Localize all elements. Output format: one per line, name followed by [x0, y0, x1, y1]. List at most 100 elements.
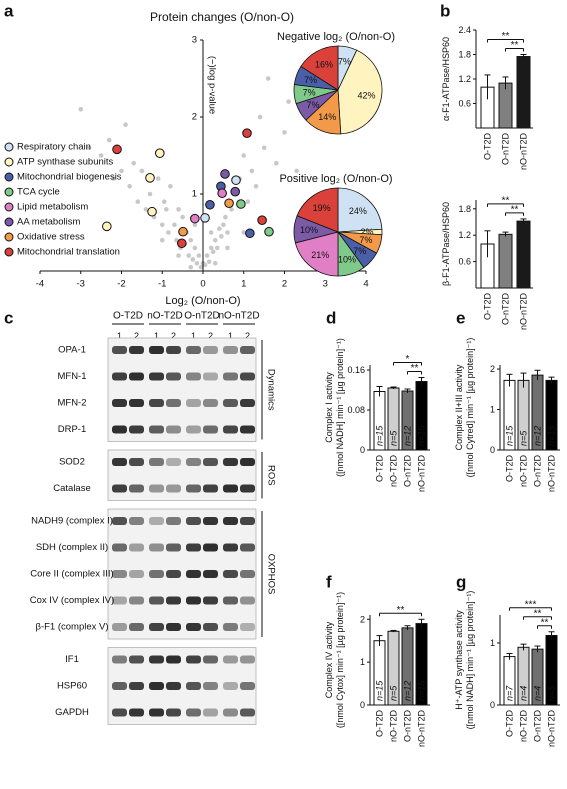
panel-letter: d — [326, 309, 336, 328]
blot-band — [112, 623, 127, 631]
data-point — [220, 169, 230, 179]
blot-band — [149, 655, 164, 664]
blot-band — [186, 399, 201, 407]
background-point — [212, 261, 218, 266]
legend-label: Lipid metabolism — [17, 202, 88, 213]
blot-band — [166, 458, 181, 466]
background-point — [119, 168, 124, 174]
background-point — [159, 237, 165, 243]
blot-band — [240, 655, 255, 664]
significance-label: ** — [511, 40, 519, 51]
blot-band — [223, 399, 238, 407]
x-tick-label: O-nT2D — [501, 293, 511, 326]
lane-label: 1 — [191, 331, 196, 341]
background-point — [192, 222, 198, 228]
blot-band — [149, 623, 164, 631]
x-tick-label: O-nT2D — [403, 455, 413, 488]
background-point — [221, 222, 226, 228]
row-label: NADH9 (complex I) — [31, 516, 113, 527]
x-tick-label: nO-T2D — [519, 710, 529, 743]
chart-title: Protein changes (O/non-O) — [150, 10, 294, 24]
blot-band — [186, 372, 201, 381]
pie-slice — [337, 187, 383, 233]
pie-title: Positive log₂ (O/non-O) — [279, 173, 392, 185]
legend-marker — [4, 142, 14, 152]
blot-band — [240, 372, 255, 381]
legend-marker — [4, 157, 14, 167]
panel-letter: c — [4, 309, 13, 328]
blot-band — [186, 484, 201, 493]
y-tick-label: 2.4 — [458, 25, 471, 35]
blot-band — [166, 399, 181, 407]
pie-slice — [294, 231, 339, 277]
blot-band — [166, 708, 181, 717]
pie-slice — [337, 49, 383, 135]
blot-band — [112, 655, 127, 664]
significance-label: ** — [502, 31, 510, 42]
slice-label: 19% — [313, 203, 331, 213]
slice-label: 7% — [304, 75, 317, 85]
n-label: n=15 — [417, 425, 427, 446]
background-point — [261, 145, 267, 151]
y-tick-label: 0 — [490, 445, 495, 455]
background-point — [194, 261, 200, 266]
group-label: O-nT2D — [184, 311, 220, 322]
x-tick-label: -3 — [77, 279, 85, 290]
blot-band — [129, 570, 144, 578]
background-point — [204, 253, 210, 258]
data-point — [245, 228, 255, 239]
blot-band — [203, 596, 218, 605]
blot-band — [186, 655, 201, 664]
y-tick-label: 1.2 — [458, 230, 471, 240]
row-label: IF1 — [65, 654, 79, 665]
blot-band — [240, 346, 255, 354]
n-label: n=4 — [533, 686, 543, 701]
panel-letter: b — [440, 2, 450, 21]
y-tick-label: 1.8 — [458, 204, 471, 214]
blot-band — [166, 655, 181, 664]
background-point — [225, 230, 230, 235]
background-point — [186, 253, 192, 258]
blot-band — [129, 623, 144, 631]
panel-letter: f — [326, 573, 332, 592]
blot-band — [240, 399, 255, 407]
x-tick-label: O-T2D — [505, 709, 515, 737]
x-tick-label: O-nT2D — [533, 710, 543, 743]
blot-band — [129, 655, 144, 664]
legend-label: AA metabolism — [17, 217, 80, 228]
group-label: nO-T2D — [147, 311, 183, 322]
background-point — [188, 264, 194, 270]
blot-band — [112, 543, 127, 552]
background-point — [274, 160, 279, 166]
background-point — [106, 137, 112, 143]
background-point — [135, 199, 141, 204]
blot-band — [112, 458, 127, 466]
blot-band — [186, 682, 201, 690]
significance-label: *** — [525, 599, 537, 610]
y-axis-label: β-F1-ATPase/HSP60 — [441, 202, 451, 286]
background-point — [192, 245, 198, 251]
blot-band — [223, 682, 238, 690]
y-tick-label: 1 — [490, 405, 495, 415]
lane-label: 1 — [228, 331, 233, 341]
legend-marker — [4, 172, 14, 182]
blot-band — [112, 484, 127, 493]
blot-band — [203, 399, 218, 407]
blot-band — [149, 543, 164, 552]
blot-panel — [107, 337, 257, 442]
y-axis-label: ([nmol Cytred] min⁻¹ [µg protein]⁻¹) — [465, 338, 475, 478]
blot-band — [166, 570, 181, 578]
y-axis-label: ([nmol Cytox] min⁻¹ [µg protein]⁻¹) — [335, 592, 345, 728]
data-point — [236, 199, 246, 209]
blot-band — [186, 708, 201, 717]
x-tick-label: nO-nT2D — [417, 710, 427, 748]
blot-band — [240, 708, 255, 717]
y-tick-label: 1 — [360, 657, 365, 667]
blot-band — [149, 425, 164, 434]
blot-band — [203, 425, 218, 434]
blot-band — [166, 372, 181, 381]
blot-band — [129, 346, 144, 354]
blot-band — [112, 346, 127, 354]
blot-band — [186, 458, 201, 466]
blot-band — [223, 346, 238, 354]
